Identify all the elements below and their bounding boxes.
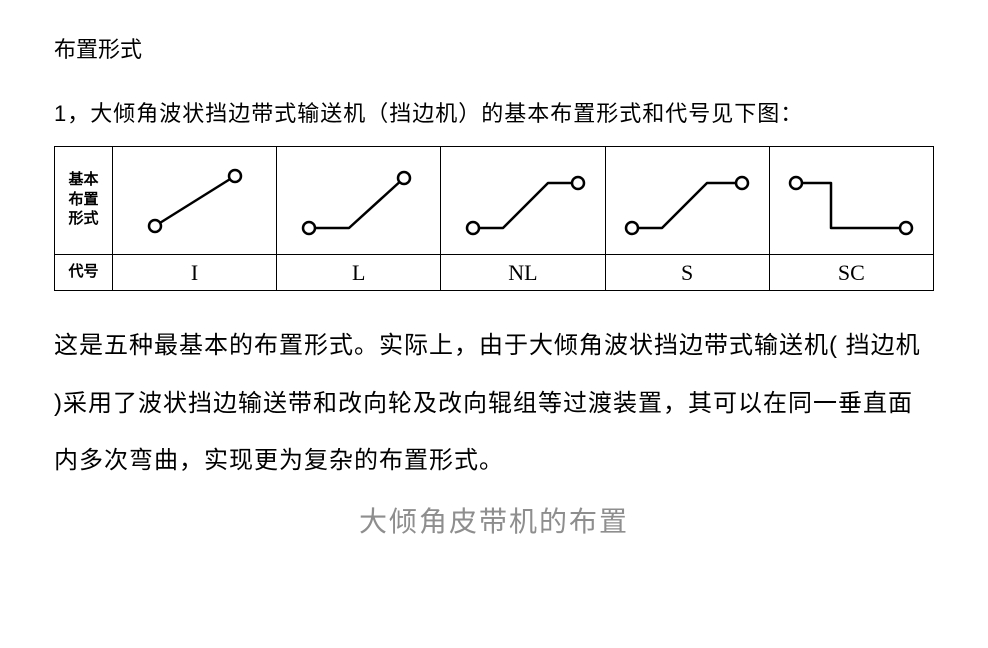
body-paragraph: 这是五种最基本的布置形式。实际上，由于大倾角波状挡边带式输送机( 挡边机 )采用… [54, 317, 934, 490]
code-cell-3: S [605, 255, 769, 291]
figure-caption: 大倾角皮带机的布置 [54, 500, 934, 540]
diagram-row: 基本布置形式 [55, 147, 934, 255]
code-row: 代号 I L NL S SC [55, 255, 934, 291]
section-heading: 布置形式 [54, 32, 934, 64]
conveyor-shape-l-icon [284, 156, 434, 246]
diagram-cell-2 [441, 147, 605, 255]
code-cell-1: L [277, 255, 441, 291]
code-cell-2: NL [441, 255, 605, 291]
layout-table: 基本布置形式 代号 I L NL S SC [54, 146, 934, 291]
row1-label: 基本布置形式 [55, 147, 113, 255]
diagram-cell-1 [277, 147, 441, 255]
diagram-cell-4 [769, 147, 933, 255]
row2-label: 代号 [55, 255, 113, 291]
code-cell-0: I [113, 255, 277, 291]
conveyor-shape-s-icon [612, 156, 762, 246]
diagram-cell-3 [605, 147, 769, 255]
conveyor-shape-sc-icon [776, 156, 926, 246]
code-cell-4: SC [769, 255, 933, 291]
diagram-cell-0 [113, 147, 277, 255]
intro-line: 1，大倾角波状挡边带式输送机（挡边机）的基本布置形式和代号见下图： [54, 96, 934, 128]
conveyor-shape-nl-icon [448, 156, 598, 246]
conveyor-shape-i-icon [120, 156, 270, 246]
